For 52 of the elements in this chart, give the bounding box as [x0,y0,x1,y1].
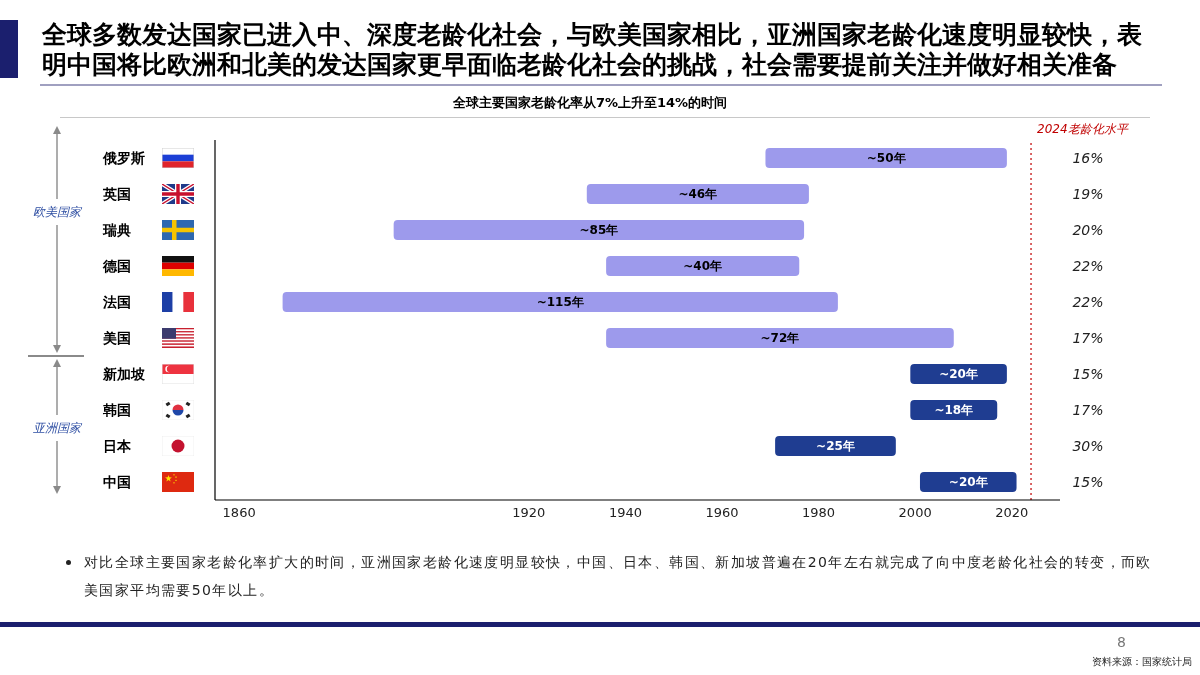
data-label: ~85年 [579,223,619,238]
text: 17% [1071,401,1105,419]
data-label: ~18年 [934,403,974,418]
bar [606,327,954,348]
text: 15% [1071,365,1105,383]
x-tick-label: 1980 [802,505,836,521]
text: 22% [1071,257,1105,275]
y-tick-label: 韩国 [102,401,131,418]
y-tick-label: 日本 [103,437,132,454]
data-label: ~46年 [678,187,718,202]
chart-title: 全球多数发达国家已进入中、深度老龄化社会，与欧美国家相比，亚洲国家老龄化速度明显较快，表明中国将比欧洲和北美的发达国家更早面临老龄化社会的挑战，社会需要提前关注并做好相关准备 [42,20,1143,80]
data-label: ~115年 [536,295,584,310]
y-tick-label: 美国 [102,329,131,346]
text: 亚洲国家 [32,420,83,436]
ref-line-label: 2024老龄化水平 [1037,122,1130,136]
text: 19% [1071,185,1105,203]
text: 20% [1071,221,1105,239]
bar [282,291,838,312]
bar [765,147,1007,168]
y-tick-label: 中国 [103,473,131,490]
y-tick-label: 德国 [102,257,131,274]
data-label: ~25年 [816,439,855,454]
x-tick-label: 1960 [705,505,739,521]
text: 30% [1071,437,1105,455]
text: 15% [1071,473,1105,491]
x-tick-label: 1860 [222,505,256,521]
text: 对比全球主要国家老龄化率扩大的时间，亚洲国家老龄化速度明显较快，中国、日本、韩国、新加坡普遍在20年左右就完成了向中度老龄化社会的转变，而欧美国家平均需要50年以上。 [84,553,1153,600]
text: 22% [1071,293,1105,311]
y-tick-label: 新加坡 [102,365,146,382]
text: 8 [1117,634,1126,650]
x-tick-label: 1940 [608,505,642,521]
text: 欧美国家 [32,204,83,220]
data-label: ~40年 [683,259,723,274]
x-tick-label: 2020 [995,505,1029,521]
data-label: ~20年 [948,475,988,490]
x-tick-label: 1920 [512,505,546,521]
x-tick-label: 2000 [898,505,932,521]
y-tick-label: 英国 [102,185,131,202]
data-label: ~72年 [760,331,800,346]
bar [393,219,805,240]
data-label: ~50年 [866,151,906,166]
y-tick-label: 瑞典 [102,221,131,238]
text: 资料来源：国家统计局 [1092,655,1192,669]
text: 16% [1071,149,1105,167]
text: 17% [1071,329,1105,347]
chart-subtitle: 全球主要国家老龄化率从7%上升至14%的时间 [451,95,729,111]
y-tick-label: 俄罗斯 [102,149,145,166]
data-label: ~20年 [939,367,978,382]
y-tick-label: 法国 [102,293,131,310]
bar [586,183,809,204]
bar [606,255,800,276]
bar [775,435,896,456]
